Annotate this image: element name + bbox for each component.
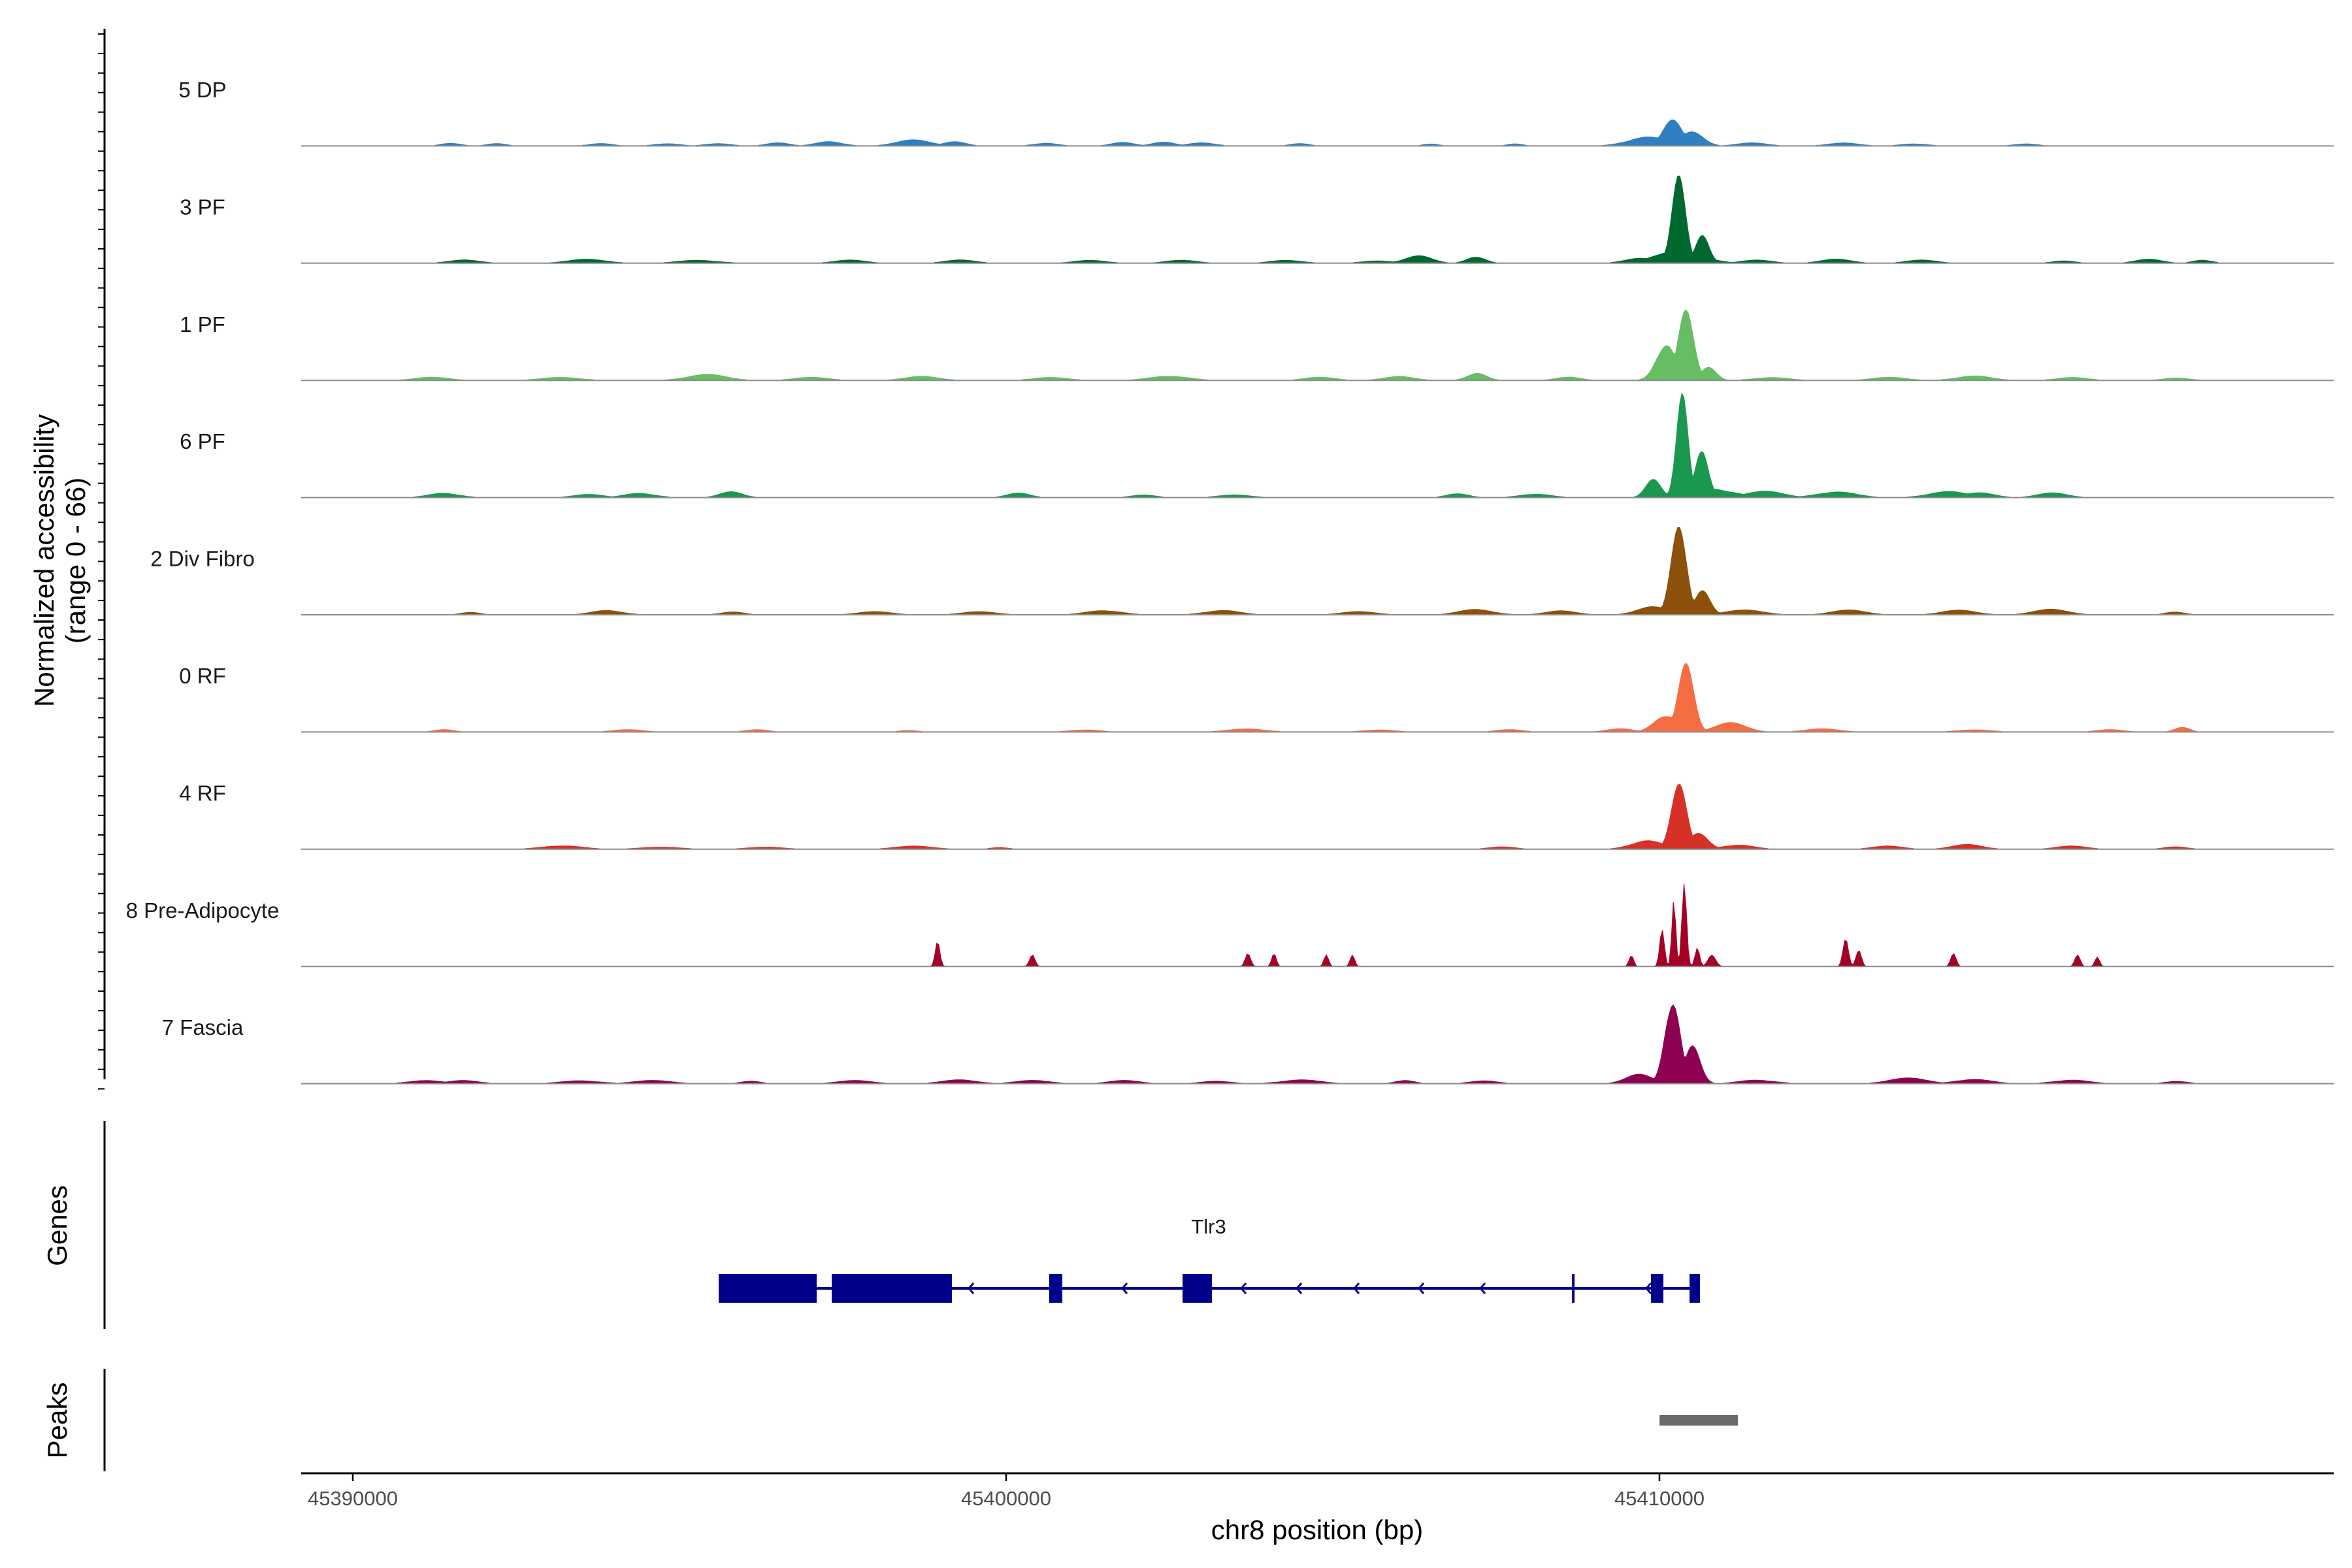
x-axis-ticks: 45390000 45400000 45410000 — [308, 1473, 1705, 1510]
y-axis-title: Normalized accessibility — [29, 414, 59, 707]
track-label: 4 RF — [179, 781, 226, 805]
track-label: 8 Pre-Adipocyte — [126, 898, 280, 923]
x-tick-label: 45400000 — [961, 1487, 1051, 1510]
track-label: 7 Fascia — [162, 1015, 244, 1039]
track-label: 5 DP — [178, 78, 226, 102]
gene-strand-arrow — [1353, 1282, 1360, 1294]
gene-strand-arrow — [1645, 1282, 1652, 1294]
gene-strand-arrow — [1240, 1282, 1247, 1294]
coverage-area — [307, 1004, 2234, 1085]
track-label: 6 PF — [180, 429, 225, 453]
track-label: 1 PF — [180, 312, 225, 336]
gene-exon — [1049, 1274, 1062, 1303]
gene-strand-arrow — [1121, 1282, 1128, 1294]
track-8-pre-adipocyte: 8 Pre-Adipocyte — [126, 883, 2334, 968]
peaks-track-title: Peaks — [42, 1382, 73, 1459]
gene-exon — [1690, 1274, 1700, 1303]
genes-track: Tlr3 — [719, 1215, 1700, 1303]
gene-strand-arrow — [968, 1282, 975, 1294]
track-label: 2 Div Fibro — [150, 547, 255, 571]
track-6-pf: 6 PF — [180, 392, 2334, 498]
gene-strand-arrow — [1479, 1282, 1486, 1294]
genes-track-title: Genes — [42, 1185, 73, 1266]
gene-exon — [1572, 1274, 1575, 1303]
gene-strand-arrow — [1296, 1282, 1303, 1294]
track-label: 0 RF — [179, 664, 226, 688]
peaks-track — [1659, 1415, 1738, 1426]
track-1-pf: 1 PF — [180, 309, 2334, 382]
y-axis-subtitle: (range 0 - 66) — [60, 478, 91, 644]
track-0-rf: 0 RF — [179, 662, 2334, 733]
track-4-rf: 4 RF — [179, 781, 2334, 850]
gene-strand-arrow — [1418, 1282, 1425, 1294]
gene-exon — [832, 1274, 952, 1303]
gene-exon — [719, 1274, 817, 1303]
gene-exon — [1651, 1274, 1663, 1303]
track-3-pf: 3 PF — [180, 175, 2334, 264]
peak-region — [1659, 1415, 1738, 1426]
track-label: 3 PF — [180, 195, 225, 219]
x-axis-title: chr8 position (bp) — [1211, 1514, 1424, 1545]
track-5-dp: 5 DP — [178, 78, 2334, 147]
track-7-fascia: 7 Fascia — [162, 1004, 2334, 1085]
x-tick-label: 45410000 — [1614, 1487, 1705, 1510]
gene-tlr3: Tlr3 — [719, 1215, 1700, 1303]
x-tick-label: 45390000 — [308, 1487, 398, 1510]
y-axis-ticks — [98, 33, 105, 1090]
gene-label: Tlr3 — [1191, 1215, 1226, 1238]
coverage-tracks: 5 DP 3 PF 1 PF 6 PF 2 Div Fibro 0 RF 4 RF 8 Pre… — [126, 78, 2334, 1085]
track-2-div-fibro: 2 Div Fibro — [150, 527, 2334, 615]
gene-exon — [1183, 1274, 1212, 1303]
